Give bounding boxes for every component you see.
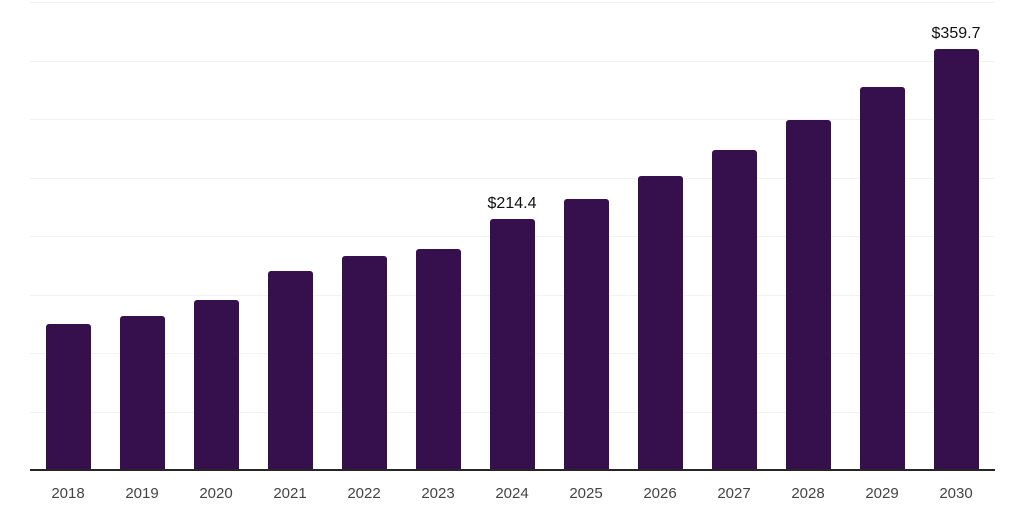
bar — [711, 150, 757, 470]
plot-area: 2018 2019 2020 2021 2022 2023 2024 $214.4 2025 20… — [30, 0, 995, 512]
bar — [489, 219, 535, 470]
x-tick-label: 2020 — [199, 485, 233, 502]
x-tick-label: 2025 — [569, 485, 603, 502]
bar — [637, 175, 683, 470]
x-tick-label: 2021 — [273, 485, 307, 502]
gridline — [30, 60, 995, 62]
x-tick-label: 2023 — [421, 485, 455, 502]
bar — [785, 120, 831, 470]
x-tick-label: 2029 — [865, 485, 899, 502]
x-tick-label: 2024 — [495, 485, 529, 502]
bar — [859, 87, 905, 470]
bar-value-label: $359.7 — [931, 25, 981, 43]
x-tick-label: 2019 — [125, 485, 159, 502]
gridline — [30, 177, 995, 179]
x-tick-label: 2028 — [791, 485, 825, 502]
bar — [119, 316, 165, 470]
gridline — [30, 2, 995, 3]
x-tick-label: 2030 — [939, 485, 973, 502]
bar — [933, 49, 979, 470]
gridline — [30, 119, 995, 120]
bar — [193, 299, 239, 470]
x-tick-label: 2022 — [347, 485, 381, 502]
x-tick-label: 2026 — [643, 485, 677, 502]
bar — [45, 323, 91, 470]
bar — [267, 270, 313, 470]
bar-value-label: $214.4 — [487, 195, 537, 213]
x-axis-line — [30, 469, 995, 471]
bar — [415, 248, 461, 470]
bar — [341, 256, 387, 470]
x-tick-label: 2018 — [51, 485, 85, 502]
bar — [563, 198, 609, 470]
x-tick-label: 2027 — [717, 485, 751, 502]
